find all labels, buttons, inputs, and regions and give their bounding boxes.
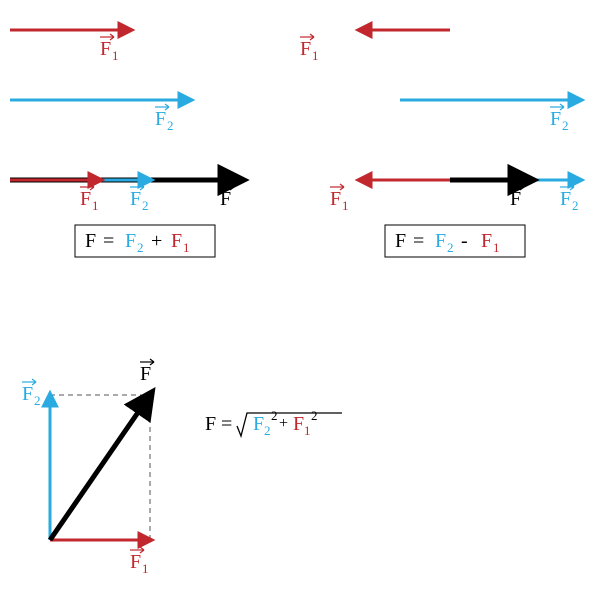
svg-text:F: F [330, 188, 341, 210]
svg-text:F: F [100, 38, 111, 60]
svg-text:2: 2 [142, 198, 149, 213]
panelB-formula-part: - [461, 230, 468, 252]
svg-text:1: 1 [183, 240, 190, 255]
svg-text:2: 2 [137, 240, 144, 255]
svg-text:F: F [22, 383, 33, 405]
panelB-f1-label: F1 [300, 34, 319, 63]
panelB-diff-f1-label: F1 [330, 184, 349, 213]
panelA-formula-part: F [171, 230, 182, 252]
panelC-formula-part: 2 [271, 408, 278, 423]
svg-text:1: 1 [112, 48, 119, 63]
panelA-formula-part: F [125, 230, 136, 252]
panelA-sum-f2-label: F2 [130, 184, 149, 213]
panelC-formula-part: F [293, 413, 304, 435]
svg-text:1: 1 [493, 240, 500, 255]
panelA-formula-part: + [151, 230, 162, 252]
svg-text:F: F [140, 363, 151, 385]
panelC-formula-part: F [205, 413, 216, 435]
panelB-formula-part: F [435, 230, 446, 252]
svg-text:2: 2 [572, 198, 579, 213]
svg-text:F: F [300, 38, 311, 60]
svg-text:F: F [560, 188, 571, 210]
panelC-formula-part: = [221, 413, 232, 435]
panelB-diff-f-label: F [510, 184, 524, 210]
svg-text:F: F [80, 188, 91, 210]
panelA-formula-part: = [103, 230, 114, 252]
svg-text:F: F [130, 551, 141, 573]
panelB-formula-part: F [395, 230, 406, 252]
panelA-f2-label: F2 [155, 104, 174, 133]
panelC-formula-part: + [279, 415, 288, 432]
panelC-formula-part: 1 [304, 423, 311, 438]
panelA-f1-label: F1 [100, 34, 119, 63]
panelC-f-arrow [50, 395, 150, 540]
svg-text:1: 1 [342, 198, 349, 213]
panelB-diff-f2-label: F2 [560, 184, 579, 213]
panelC-formula-part: F [253, 413, 264, 435]
svg-text:1: 1 [92, 198, 99, 213]
panelC-f2-label: F2 [22, 379, 41, 408]
panelA-sum-f-label: F [220, 184, 234, 210]
svg-text:F: F [155, 108, 166, 130]
panelB-formula-part: F [481, 230, 492, 252]
svg-text:F: F [220, 188, 231, 210]
svg-text:2: 2 [447, 240, 454, 255]
svg-text:2: 2 [34, 393, 41, 408]
svg-text:F: F [550, 108, 561, 130]
svg-text:1: 1 [312, 48, 319, 63]
panelA-formula-part: F [85, 230, 96, 252]
panelB-f2-label: F2 [550, 104, 569, 133]
svg-text:2: 2 [167, 118, 174, 133]
svg-text:F: F [510, 188, 521, 210]
panelC-formula-part: 2 [311, 408, 318, 423]
panelC-f1-label: F1 [130, 547, 149, 576]
panelA-sum-f1-label: F1 [80, 184, 99, 213]
panelC-f-label: F [140, 359, 154, 385]
svg-text:2: 2 [562, 118, 569, 133]
svg-text:1: 1 [142, 561, 149, 576]
svg-text:F: F [130, 188, 141, 210]
panelC-formula-part: 2 [264, 423, 271, 438]
panelB-formula-part: = [413, 230, 424, 252]
